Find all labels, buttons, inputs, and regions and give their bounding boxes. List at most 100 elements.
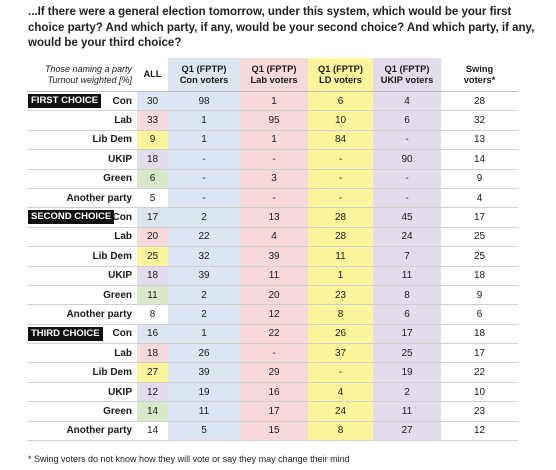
party-label: UKIP — [108, 270, 132, 282]
cell-ld: 26 — [308, 323, 373, 345]
cell-con: 11 — [168, 401, 240, 422]
row-label: UKIP — [27, 149, 137, 170]
cell-con: - — [168, 149, 240, 170]
cell-ukip: 6 — [373, 304, 441, 325]
party-label: Lab — [114, 231, 132, 243]
table-row: Lab 33 1 95 10 6 32 — [27, 110, 518, 131]
cell-con: 19 — [168, 382, 240, 403]
cell-all: 14 — [137, 401, 168, 422]
col-header-ukip: Q1 (FPTP) UKIP voters — [373, 58, 441, 92]
cell-all: 20 — [137, 227, 168, 248]
cell-all: 11 — [137, 285, 168, 306]
row-label: Lab — [27, 110, 137, 131]
cell-swing: 4 — [441, 188, 518, 209]
table-row: UKIP 18 39 11 1 11 18 — [27, 266, 518, 286]
cell-lab: 3 — [240, 169, 308, 189]
col-header-con: Q1 (FPTP) Con voters — [168, 58, 240, 92]
cell-lab: 12 — [240, 304, 308, 325]
cell-con: 39 — [168, 362, 240, 383]
table-row: FIRST CHOICE Con 30 98 1 6 4 28 — [27, 90, 518, 112]
row-label: FIRST CHOICE Con — [27, 90, 137, 112]
cell-swing: 25 — [441, 227, 518, 248]
row-label: Another party — [27, 188, 137, 209]
cell-swing: 22 — [441, 362, 518, 383]
cell-all: 18 — [137, 149, 168, 170]
cell-ukip: - — [373, 130, 441, 151]
cell-con: 1 — [168, 110, 240, 131]
cell-con: 2 — [168, 285, 240, 306]
cell-all: 30 — [137, 90, 168, 112]
col-header-ukip-line1: Q1 (FPTP) — [384, 63, 430, 74]
cell-con: 2 — [168, 304, 240, 325]
meta-line-1: Those naming a party — [44, 63, 132, 74]
cell-all: 25 — [137, 246, 168, 267]
row-label: Another party — [27, 421, 137, 442]
table-row: Lib Dem 27 39 29-19 22 — [27, 362, 518, 383]
cell-ld: - — [308, 169, 373, 189]
cell-all: 16 — [137, 323, 168, 345]
row-label: Green — [27, 285, 137, 306]
cell-con: 5 — [168, 421, 240, 442]
cell-ld: - — [308, 362, 373, 383]
cell-con: 1 — [168, 130, 240, 151]
cell-all: 14 — [137, 421, 168, 442]
cell-swing: 17 — [441, 207, 518, 228]
cell-lab: 95 — [240, 110, 308, 131]
row-label: Green — [27, 169, 137, 189]
cell-ukip: 17 — [373, 323, 441, 345]
cell-lab: 15 — [240, 421, 308, 442]
cell-con: 39 — [168, 266, 240, 286]
meta-header: Those naming a party Turnout weighted [%… — [27, 58, 137, 92]
cell-ukip: 25 — [373, 343, 441, 364]
cell-lab: 20 — [240, 285, 308, 306]
col-header-ld: Q1 (FPTP) LD voters — [308, 58, 373, 92]
cell-swing: 28 — [441, 90, 518, 112]
cell-ld: 6 — [308, 90, 373, 112]
party-label: Lab — [114, 347, 132, 359]
cell-all: 18 — [137, 343, 168, 364]
row-label: Another party — [27, 304, 137, 325]
question-text: ...If there were a general election tomo… — [28, 6, 535, 49]
cell-ukip: 4 — [373, 90, 441, 112]
cell-ld: 24 — [308, 401, 373, 422]
cell-lab: 22 — [240, 323, 308, 345]
cell-lab: - — [240, 149, 308, 170]
col-header-con-line2: Con voters — [179, 74, 229, 85]
table-row: Another party 5- - - -4 — [27, 188, 518, 209]
cell-ukip: 19 — [373, 362, 441, 383]
row-label: Lib Dem — [27, 246, 137, 267]
row-label: Lib Dem — [27, 362, 137, 383]
cell-all: 12 — [137, 382, 168, 403]
row-label: Green — [27, 401, 137, 422]
table-row: Another party 14 5 15 8 27 12 — [27, 421, 518, 442]
cell-all: 18 — [137, 266, 168, 286]
cell-ld: 37 — [308, 343, 373, 364]
party-label: Con — [112, 95, 132, 107]
row-label: UKIP — [27, 266, 137, 286]
table-row: UKIP 12 19 16 4 2 10 — [27, 382, 518, 403]
party-label: Lib Dem — [92, 367, 132, 379]
cell-swing: 9 — [441, 285, 518, 306]
meta-line-2: Turnout weighted [%] — [47, 74, 132, 85]
cell-lab: 13 — [240, 207, 308, 228]
col-header-swing-line2: voters* — [463, 74, 496, 85]
col-header-lab: Q1 (FPTP) Lab voters — [240, 58, 308, 92]
cell-lab: 1 — [240, 130, 308, 151]
row-label: THIRD CHOICE Con — [27, 323, 137, 345]
table-row: Lib Dem 25 32 39 11 7 25 — [27, 246, 518, 267]
cell-swing: 14 — [441, 149, 518, 170]
table-row: Another party 8 2 12 8 6 6 — [27, 304, 518, 325]
party-label: Lib Dem — [92, 134, 132, 146]
party-label: Another party — [66, 192, 132, 204]
cell-swing: 13 — [441, 130, 518, 151]
footnote: * Swing voters do not know how they will… — [28, 454, 350, 464]
cell-all: 9 — [137, 130, 168, 151]
party-label: Green — [103, 405, 132, 417]
cell-lab: 17 — [240, 401, 308, 422]
table-row: UKIP 18- - -90 14 — [27, 149, 518, 170]
cell-lab: 11 — [240, 266, 308, 286]
party-label: Con — [112, 212, 132, 224]
cell-ld: 23 — [308, 285, 373, 306]
cell-lab: - — [240, 188, 308, 209]
cell-ukip: 8 — [373, 285, 441, 306]
